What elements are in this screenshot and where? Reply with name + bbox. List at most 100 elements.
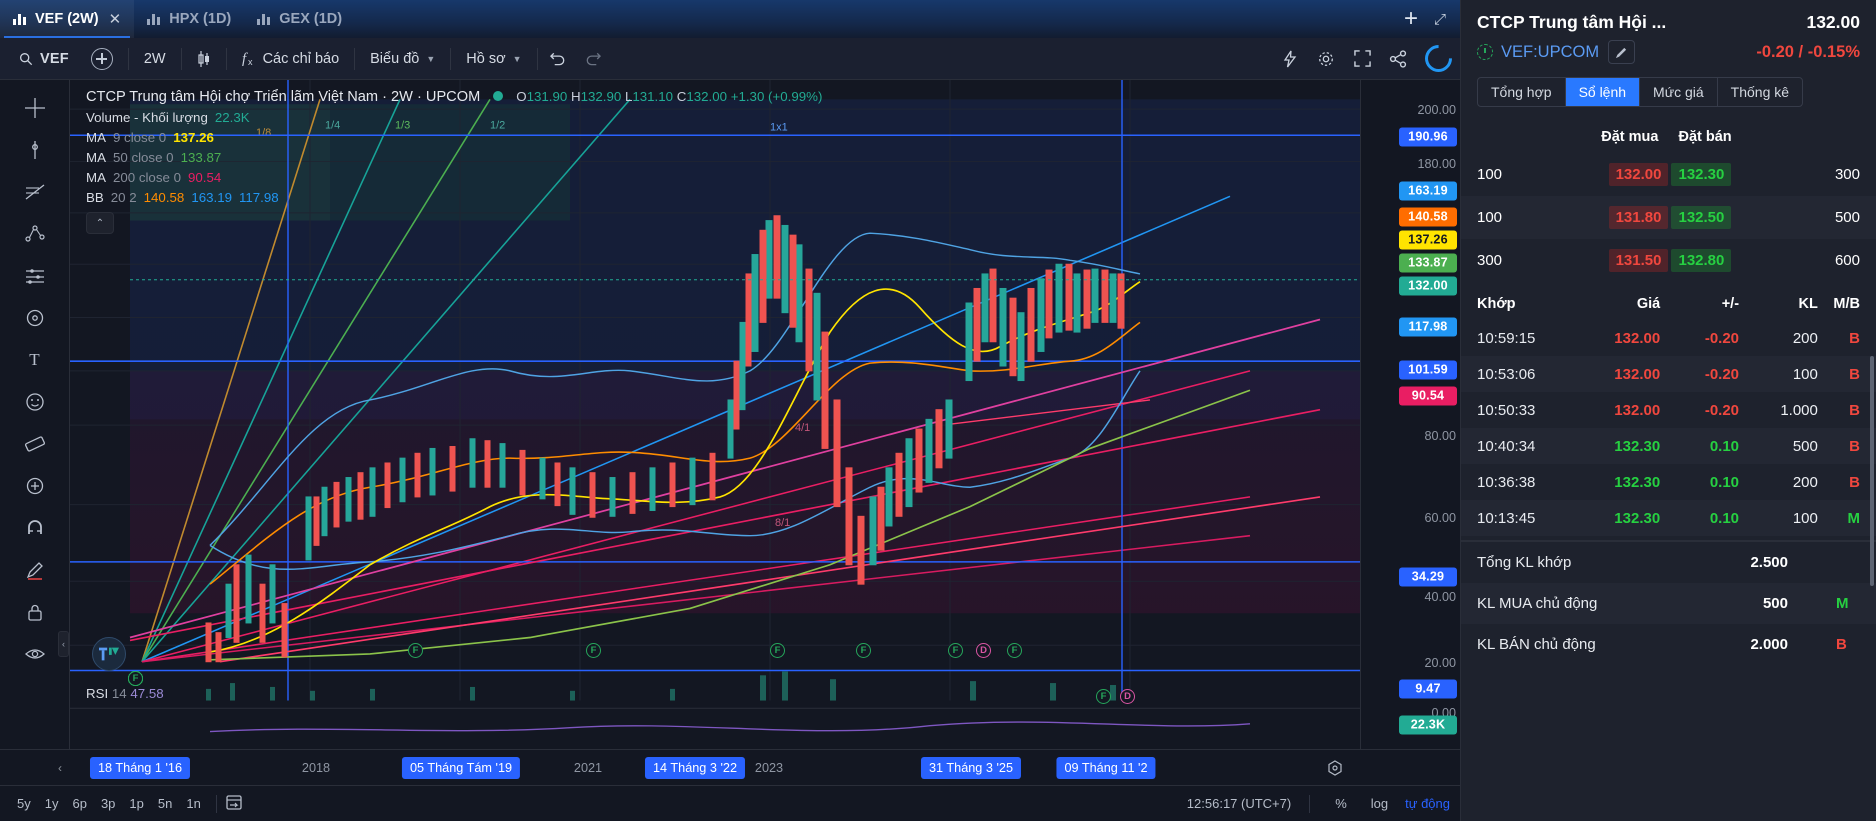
axis-pill-bb-upper[interactable]: 163.19 bbox=[1399, 181, 1457, 201]
trade-row[interactable]: 10:59:15 132.00 -0.20 200 B bbox=[1461, 320, 1876, 356]
lock-icon[interactable] bbox=[15, 592, 55, 632]
axis-pill-level[interactable]: 34.29 bbox=[1399, 567, 1457, 587]
earnings-flag[interactable]: F bbox=[586, 643, 601, 658]
trades-scrollbar[interactable] bbox=[1870, 356, 1874, 586]
indicators-button[interactable]: f x Các chỉ báo bbox=[231, 44, 351, 74]
chart-plot[interactable]: 1/8 1/4 1/3 1/2 1x1 4/1 8/1 bbox=[70, 80, 1360, 749]
time-pill[interactable]: 14 Tháng 3 '22 bbox=[644, 756, 746, 779]
range-6m[interactable]: 6p bbox=[72, 796, 87, 811]
axis-pill-level[interactable]: 190.96 bbox=[1399, 127, 1457, 147]
rsi-legend[interactable]: RSI 14 47.58 bbox=[86, 686, 164, 701]
settings-button[interactable] bbox=[1309, 44, 1343, 74]
tab-gex[interactable]: GEX (1D) bbox=[244, 0, 355, 38]
axis-pill-level[interactable]: 101.59 bbox=[1399, 360, 1457, 380]
pattern-icon[interactable] bbox=[15, 214, 55, 254]
add-tab-icon[interactable]: + bbox=[1403, 5, 1418, 32]
drawing-mode-icon[interactable] bbox=[15, 550, 55, 590]
range-1m[interactable]: 1p bbox=[129, 796, 144, 811]
chart-type-button[interactable] bbox=[186, 44, 222, 74]
time-pill[interactable]: 05 Tháng Tám '19 bbox=[401, 756, 521, 779]
tradingview-watermark[interactable] bbox=[92, 637, 126, 671]
legend-ma9-row[interactable]: MA 9 close 0 137.26 bbox=[82, 127, 826, 147]
auto-scale-toggle[interactable]: tự động bbox=[1405, 796, 1450, 811]
prediction-icon[interactable] bbox=[15, 256, 55, 296]
profile-button[interactable]: Hồ sơ ▼ bbox=[455, 44, 532, 74]
time-pill[interactable]: 18 Tháng 1 '16 bbox=[89, 756, 191, 779]
trade-row[interactable]: 10:50:33 132.00 -0.20 1.000 B bbox=[1461, 392, 1876, 428]
undo-button[interactable] bbox=[542, 44, 576, 74]
log-scale-toggle[interactable]: log bbox=[1370, 796, 1389, 811]
legend-title-row[interactable]: CTCP Trung tâm Hội chợ Triển lãm Việt Na… bbox=[82, 86, 826, 107]
tab-thong-ke[interactable]: Thống kê bbox=[1730, 84, 1790, 100]
shapes-icon[interactable] bbox=[15, 298, 55, 338]
orderbook-row[interactable]: 100 131.80 132.50 500 bbox=[1461, 196, 1876, 239]
legend-ma200-row[interactable]: MA 200 close 0 90.54 bbox=[82, 167, 826, 187]
layout-button[interactable]: Biểu đồ ▼ bbox=[359, 44, 446, 74]
trade-row[interactable]: 10:40:34 132.30 0.10 500 B bbox=[1461, 428, 1876, 464]
time-axis[interactable]: ‹ 18 Tháng 1 '16 2018 05 Tháng Tám '19 2… bbox=[0, 749, 1460, 785]
axis-pill-volume[interactable]: 22.3K bbox=[1399, 715, 1457, 735]
scroll-left-icon[interactable]: ‹ bbox=[58, 760, 62, 775]
tab-muc-gia[interactable]: Mức giá bbox=[1640, 78, 1718, 106]
legend-bb-row[interactable]: BB 20 2 140.58 163.19 117.98 bbox=[82, 187, 826, 207]
symbol-search[interactable]: VEF bbox=[8, 44, 80, 74]
target-icon[interactable] bbox=[1322, 755, 1348, 781]
emoji-icon[interactable] bbox=[15, 382, 55, 422]
close-icon[interactable]: ✕ bbox=[108, 11, 122, 28]
trade-row[interactable]: 10:36:38 132.30 0.10 200 B bbox=[1461, 464, 1876, 500]
redo-button[interactable] bbox=[576, 44, 610, 74]
range-3m[interactable]: 3p bbox=[100, 796, 116, 811]
orderbook-row[interactable]: 300 131.50 132.80 600 bbox=[1461, 239, 1876, 282]
ticker-symbol[interactable]: VEF:UPCOM bbox=[1501, 42, 1600, 61]
earnings-flag[interactable]: F bbox=[408, 643, 423, 658]
earnings-flag[interactable]: F bbox=[948, 643, 963, 658]
axis-pill-bb-basis[interactable]: 140.58 bbox=[1399, 207, 1457, 227]
axis-pill-ma50[interactable]: 133.87 bbox=[1399, 253, 1457, 273]
interval-button[interactable]: 2W bbox=[133, 44, 177, 74]
tab-so-lenh[interactable]: Sổ lệnh bbox=[1565, 78, 1641, 106]
text-tool-icon[interactable]: T bbox=[29, 350, 40, 369]
hide-drawings-icon[interactable] bbox=[15, 634, 55, 674]
trade-row[interactable]: 10:13:45 132.30 0.10 100 M bbox=[1461, 500, 1876, 536]
time-pill[interactable]: 31 Tháng 3 '25 bbox=[920, 756, 1022, 779]
collapse-legend-button[interactable]: ⌃ bbox=[86, 212, 114, 234]
axis-pill-last-price[interactable]: 132.00 bbox=[1399, 276, 1457, 296]
orderbook-row[interactable]: 100 132.00 132.30 300 bbox=[1461, 153, 1876, 196]
alerts-button[interactable] bbox=[1273, 44, 1307, 74]
legend-volume-row[interactable]: Volume - Khối lượng 22.3K bbox=[82, 107, 826, 127]
range-1y[interactable]: 1y bbox=[44, 796, 59, 811]
pencil-icon[interactable] bbox=[1608, 40, 1636, 64]
share-button[interactable] bbox=[1381, 44, 1415, 74]
axis-pill-level[interactable]: 9.47 bbox=[1399, 679, 1457, 699]
measure-icon[interactable] bbox=[15, 424, 55, 464]
expand-icon[interactable]: ⤢ bbox=[1433, 10, 1446, 28]
collapse-toolbar-button[interactable]: ‹ bbox=[58, 631, 69, 657]
tab-tong-hop[interactable]: Tổng hợp bbox=[1478, 78, 1566, 106]
percent-scale-toggle[interactable]: % bbox=[1335, 796, 1347, 811]
earnings-flag[interactable]: F bbox=[1007, 643, 1022, 658]
goto-date-icon[interactable] bbox=[225, 793, 243, 814]
tab-hpx[interactable]: HPX (1D) bbox=[134, 0, 244, 38]
compare-button[interactable] bbox=[80, 44, 124, 74]
time-pill[interactable]: 09 Tháng 11 '2 bbox=[1056, 756, 1156, 779]
range-5d[interactable]: 5n bbox=[157, 796, 173, 811]
trade-row[interactable]: 10:53:06 132.00 -0.20 100 B bbox=[1461, 356, 1876, 392]
dividend-flag[interactable]: D bbox=[976, 643, 991, 658]
earnings-flag[interactable]: F bbox=[856, 643, 871, 658]
axis-pill-ma9[interactable]: 137.26 bbox=[1399, 230, 1457, 250]
axis-pill-ma200[interactable]: 90.54 bbox=[1399, 386, 1457, 406]
chart-logo-icon[interactable] bbox=[1419, 39, 1458, 78]
magnet-icon[interactable] bbox=[15, 508, 55, 548]
earnings-flag[interactable]: F bbox=[1096, 689, 1111, 704]
axis-pill-bb-lower[interactable]: 117.98 bbox=[1399, 317, 1457, 337]
range-5y[interactable]: 5y bbox=[17, 796, 31, 811]
legend-ma50-row[interactable]: MA 50 close 0 133.87 bbox=[82, 147, 826, 167]
earnings-flag[interactable]: F bbox=[770, 643, 785, 658]
price-axis[interactable]: 200.00 180.00 80.00 60.00 40.00 20.00 0.… bbox=[1360, 80, 1460, 749]
dividend-flag[interactable]: D bbox=[1120, 689, 1135, 704]
tab-vef[interactable]: VEF (2W) ✕ bbox=[0, 0, 135, 38]
fullscreen-button[interactable] bbox=[1345, 44, 1379, 74]
range-1d[interactable]: 1n bbox=[186, 796, 201, 811]
trend-line-icon[interactable] bbox=[15, 130, 55, 170]
earnings-flag[interactable]: F bbox=[128, 671, 143, 686]
